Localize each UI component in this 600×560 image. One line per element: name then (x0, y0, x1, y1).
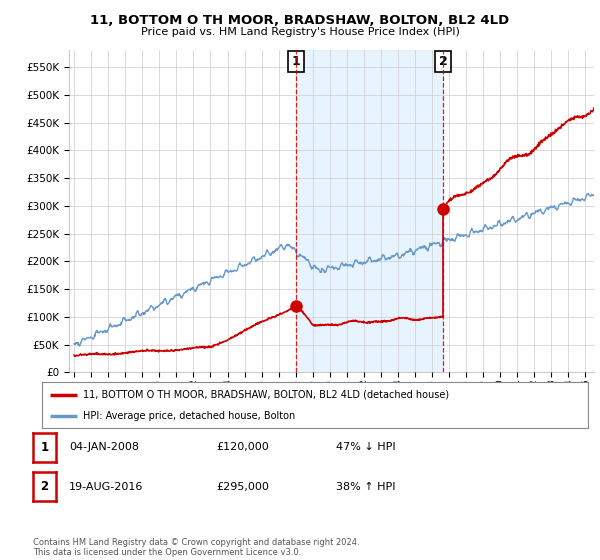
Text: 2: 2 (40, 480, 49, 493)
Text: Price paid vs. HM Land Registry's House Price Index (HPI): Price paid vs. HM Land Registry's House … (140, 27, 460, 37)
Text: 11, BOTTOM O TH MOOR, BRADSHAW, BOLTON, BL2 4LD (detached house): 11, BOTTOM O TH MOOR, BRADSHAW, BOLTON, … (83, 390, 449, 400)
Text: HPI: Average price, detached house, Bolton: HPI: Average price, detached house, Bolt… (83, 411, 295, 421)
Text: 1: 1 (40, 441, 49, 454)
Bar (296, 50, 443, 372)
Text: 11, BOTTOM O TH MOOR, BRADSHAW, BOLTON, BL2 4LD: 11, BOTTOM O TH MOOR, BRADSHAW, BOLTON, … (91, 14, 509, 27)
Text: £295,000: £295,000 (216, 482, 269, 492)
Text: 2: 2 (439, 55, 448, 68)
Text: 04-JAN-2008: 04-JAN-2008 (69, 442, 139, 452)
Text: 1: 1 (292, 55, 300, 68)
Text: 19-AUG-2016: 19-AUG-2016 (69, 482, 143, 492)
Text: Contains HM Land Registry data © Crown copyright and database right 2024.
This d: Contains HM Land Registry data © Crown c… (33, 538, 359, 557)
Text: £120,000: £120,000 (216, 442, 269, 452)
Text: 38% ↑ HPI: 38% ↑ HPI (336, 482, 395, 492)
Text: 47% ↓ HPI: 47% ↓ HPI (336, 442, 395, 452)
